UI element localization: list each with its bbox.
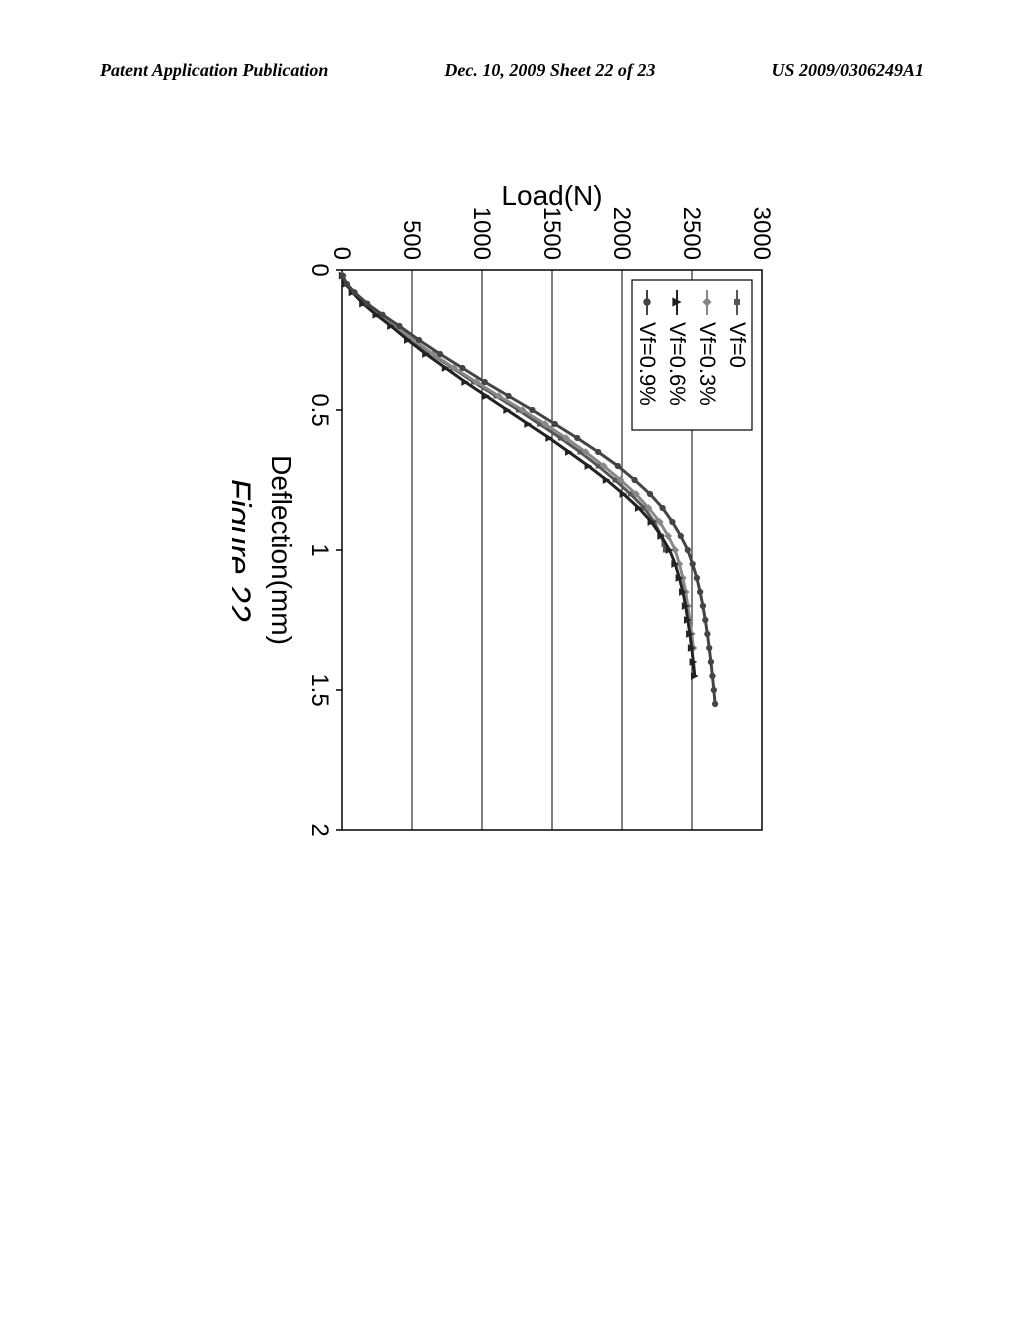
- svg-text:1.5: 1.5: [306, 673, 333, 706]
- chart-container: 0 500 1000 1500 2000 2500 3000 0 0.5 1 1.5 2 Deflect…: [232, 170, 792, 890]
- svg-text:2500: 2500: [678, 207, 705, 260]
- header-center: Dec. 10, 2009 Sheet 22 of 23: [444, 60, 655, 81]
- svg-text:Vf=0.6%: Vf=0.6%: [665, 322, 690, 406]
- header-left: Patent Application Publication: [100, 60, 328, 81]
- svg-text:3000: 3000: [748, 207, 775, 260]
- svg-text:2000: 2000: [608, 207, 635, 260]
- svg-text:0: 0: [306, 263, 333, 276]
- svg-text:0: 0: [328, 247, 355, 260]
- deflection-load-chart: 0 500 1000 1500 2000 2500 3000 0 0.5 1 1.5 2 Deflect…: [232, 170, 792, 890]
- svg-text:500: 500: [398, 220, 425, 260]
- svg-text:1: 1: [306, 543, 333, 556]
- svg-text:Vf=0.9%: Vf=0.9%: [635, 322, 660, 406]
- svg-text:Figure 22: Figure 22: [232, 478, 257, 622]
- svg-text:Load(N): Load(N): [501, 180, 602, 211]
- svg-text:Deflection(mm): Deflection(mm): [266, 455, 297, 645]
- page-header: Patent Application Publication Dec. 10, …: [0, 60, 1024, 81]
- svg-text:Vf=0.3%: Vf=0.3%: [695, 322, 720, 406]
- svg-text:2: 2: [306, 823, 333, 836]
- svg-text:0.5: 0.5: [306, 393, 333, 426]
- svg-text:1500: 1500: [538, 207, 565, 260]
- svg-text:1000: 1000: [468, 207, 495, 260]
- svg-text:Vf=0: Vf=0: [725, 322, 750, 368]
- header-right: US 2009/0306249A1: [771, 60, 924, 81]
